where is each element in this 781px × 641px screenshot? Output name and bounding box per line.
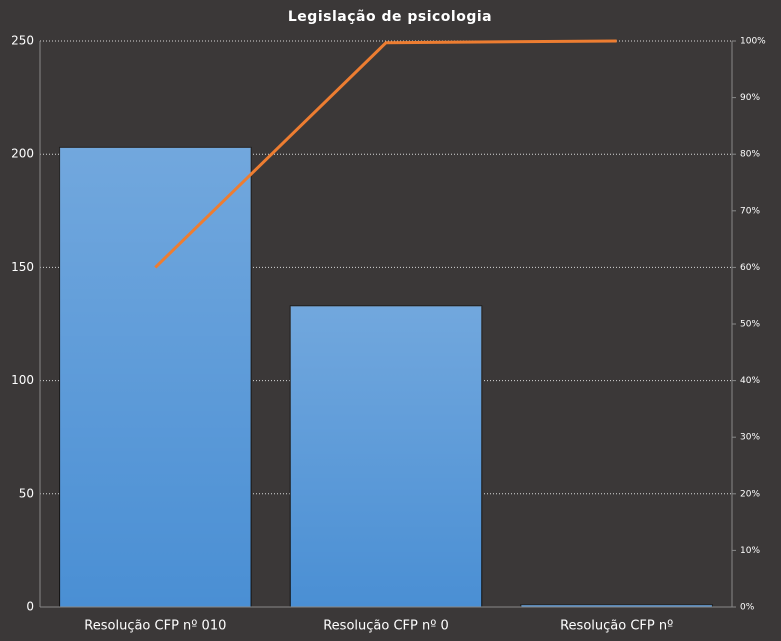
y2-tick-label: 100% xyxy=(740,37,766,47)
chart-title: Legislação de psicologia xyxy=(288,9,492,25)
y2-tick-label: 40% xyxy=(740,376,760,386)
y2-tick-label: 70% xyxy=(740,206,760,216)
y2-tick-label: 60% xyxy=(740,263,760,273)
y2-tick-label: 30% xyxy=(740,433,760,443)
y-tick-label: 50 xyxy=(19,486,34,500)
y-tick-label: 150 xyxy=(11,260,34,274)
y-tick-label: 100 xyxy=(11,373,34,387)
y2-tick-label: 50% xyxy=(740,320,760,330)
line xyxy=(154,39,617,269)
y-tick-label: 200 xyxy=(11,147,34,161)
y2-tick-label: 0% xyxy=(740,603,755,613)
y2-tick-label: 20% xyxy=(740,489,760,499)
y2-tick-label: 90% xyxy=(740,93,760,103)
bar xyxy=(59,146,252,608)
y-tick-label: 250 xyxy=(11,34,34,48)
x-tick-label: Resolução CFP nº 010 xyxy=(84,619,226,634)
y-tick-label: 0 xyxy=(26,600,34,614)
y2-tick-label: 80% xyxy=(740,150,760,160)
x-tick-label: Resolução CFP nº xyxy=(560,619,673,634)
bar xyxy=(289,305,483,608)
y2-tick-label: 10% xyxy=(740,546,760,556)
x-tick-label: Resolução CFP nº 0 xyxy=(323,619,449,634)
